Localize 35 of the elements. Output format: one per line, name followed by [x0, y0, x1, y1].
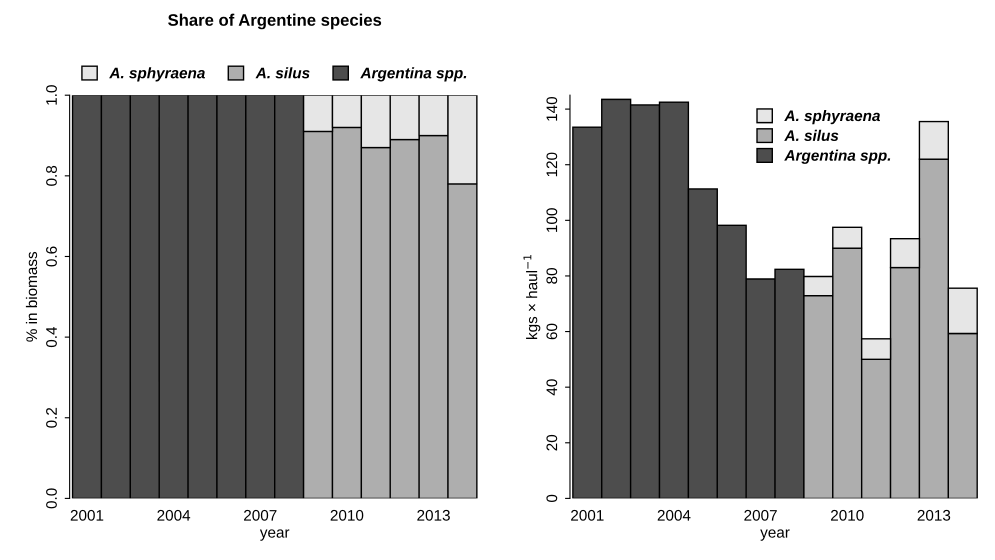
y-tick-label: 80: [546, 268, 558, 284]
legend-label: A. sphyraena: [109, 67, 205, 82]
x-tick-label: 2013: [918, 510, 950, 521]
y-tick-label: 0.2: [46, 408, 57, 428]
legend-label: A. silus: [255, 67, 310, 78]
y-tick-label: 1.0: [46, 85, 57, 105]
x-tick-label: 2013: [417, 510, 450, 521]
x-tick-label: 2001: [70, 510, 104, 521]
x-axis-title: year: [260, 529, 290, 541]
y-tick-label: 0.6: [46, 246, 57, 266]
x-tick-label: 2007: [244, 510, 276, 521]
y-tick-label: 60: [546, 324, 558, 340]
y-tick-label: 0.4: [46, 326, 57, 348]
x-tick-label: 2007: [744, 510, 777, 521]
chart-title: Share of Argentine species: [168, 14, 382, 30]
y-tick-label: 20: [546, 434, 558, 451]
y-tick-label: 120: [546, 152, 558, 176]
x-tick-label: 2001: [571, 510, 604, 521]
x-tick-label: 2004: [658, 510, 690, 521]
legend-label: Argentina spp.: [360, 67, 466, 82]
legend-label: A. silus: [784, 130, 838, 141]
legend-label: Argentina spp.: [784, 150, 890, 164]
y-tick-label: 0.0: [46, 488, 57, 508]
y-tick-label: 140: [546, 96, 558, 121]
y-tick-label: 100: [546, 208, 558, 232]
x-axis-title: year: [760, 529, 790, 541]
y-tick-label: 40: [546, 379, 558, 396]
x-tick-label: 2004: [157, 510, 190, 521]
y-tick-label: 0: [546, 494, 558, 502]
x-tick-label: 2010: [831, 510, 864, 521]
y-axis-title: kgs × haul$^{−1}$: [523, 255, 540, 340]
x-tick-label: 2010: [330, 510, 364, 521]
legend-label: A. sphyraena: [784, 110, 880, 124]
y-tick-label: 0.8: [46, 166, 57, 186]
y-axis-title: % in biomass: [26, 252, 38, 342]
